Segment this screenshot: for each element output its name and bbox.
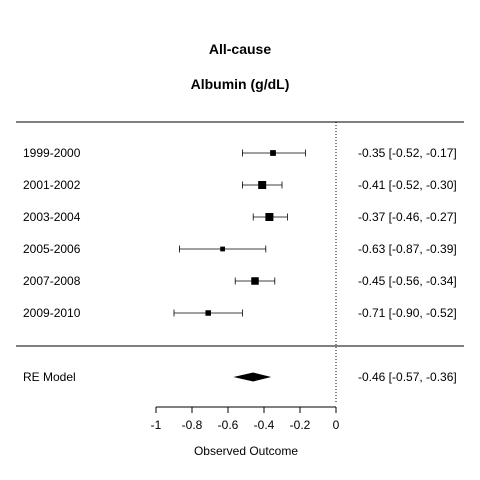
study-annotation: -0.71 [-0.90, -0.52] (358, 306, 457, 320)
study-annotation: -0.63 [-0.87, -0.39] (358, 242, 457, 256)
study-label: 2007-2008 (23, 274, 81, 288)
study-annotation: -0.35 [-0.52, -0.17] (358, 146, 457, 160)
study-point (220, 246, 225, 252)
study-annotation: -0.37 [-0.46, -0.27] (358, 210, 457, 224)
plot-marks: 1999-2000 -0.35 [-0.52, -0.17] 2001-2002 -0… (23, 122, 457, 432)
chart-title: All-cause (209, 41, 271, 57)
study-label: 2009-2010 (23, 306, 81, 320)
study-annotation: -0.41 [-0.52, -0.30] (358, 178, 457, 192)
study-point (251, 277, 259, 285)
summary-diamond (233, 372, 272, 382)
study-label: 2001-2002 (23, 178, 81, 192)
x-tick-label: -0.2 (290, 418, 311, 432)
study-point (205, 310, 211, 316)
chart-subtitle: Albumin (g/dL) (191, 76, 290, 92)
summary-annotation: -0.46 [-0.57, -0.36] (358, 370, 457, 384)
summary-label: RE Model (23, 370, 76, 384)
x-tick-label: 0 (333, 418, 340, 432)
x-axis-label: Observed Outcome (194, 444, 298, 458)
study-label: 1999-2000 (23, 146, 81, 160)
x-tick-label: -1 (151, 418, 162, 432)
study-annotation: -0.45 [-0.56, -0.34] (358, 274, 457, 288)
x-tick-label: -0.6 (218, 418, 239, 432)
study-point (270, 150, 276, 156)
x-tick-label: -0.4 (254, 418, 275, 432)
x-tick-label: -0.8 (182, 418, 203, 432)
study-label: 2005-2006 (23, 242, 81, 256)
study-point (265, 213, 274, 221)
study-label: 2003-2004 (23, 210, 81, 224)
study-point (258, 181, 267, 189)
